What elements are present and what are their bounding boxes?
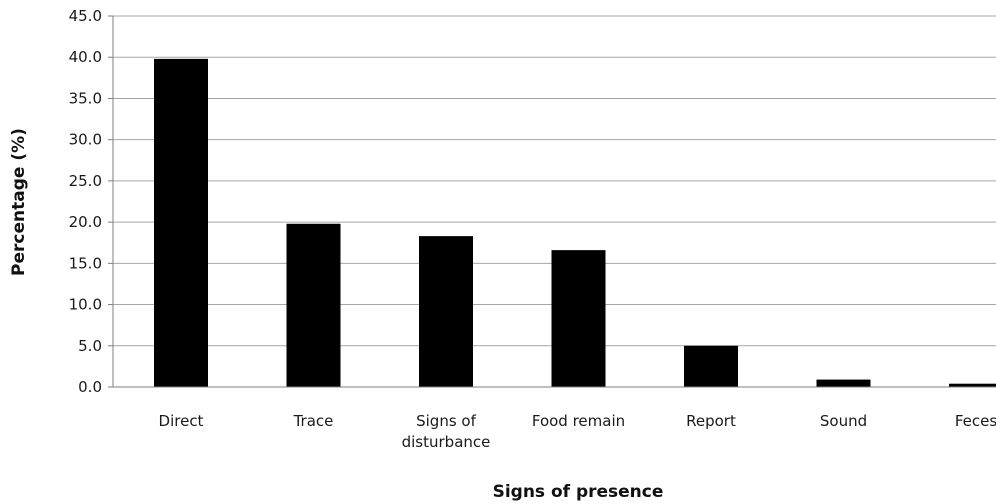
x-category-label-line: disturbance (402, 433, 491, 451)
bars (154, 58, 996, 387)
x-category-label: Direct (159, 412, 204, 430)
bar (684, 345, 738, 387)
y-tick-label: 5.0 (78, 337, 102, 355)
bar (286, 223, 341, 387)
x-category-label: Food remain (532, 412, 625, 430)
x-category-labels: Direct Trace Signs of disturbance Food remai… (159, 412, 996, 451)
x-axis-title: Signs of presence (493, 482, 664, 502)
bar (154, 58, 208, 387)
y-tick-label: 20.0 (69, 213, 102, 231)
y-tick-label: 10.0 (69, 296, 102, 314)
bar (816, 379, 871, 387)
y-tick-labels: 0.0 5.0 10.0 15.0 20.0 25.0 30.0 35.0 40.0 45.0 (69, 7, 113, 396)
x-category-label-line: Report (686, 412, 736, 430)
y-axis-title: Percentage (%) (9, 128, 29, 276)
x-category-label: Sound (820, 412, 867, 430)
x-category-label-line: Trace (293, 412, 334, 430)
y-tick-label: 25.0 (69, 172, 102, 190)
axes (112, 16, 996, 388)
y-tick-label: 0.0 (78, 378, 102, 396)
x-category-label-line: Sound (820, 412, 867, 430)
gridlines (113, 15, 996, 347)
x-category-label-line: Direct (159, 412, 204, 430)
x-category-label: Trace (293, 412, 334, 430)
x-category-label: Signs of disturbance (402, 412, 491, 451)
x-category-label: Feces (955, 412, 996, 430)
y-tick-label: 15.0 (69, 254, 102, 272)
bar (551, 250, 606, 387)
y-tick-label: 30.0 (69, 131, 102, 149)
bar (949, 383, 996, 387)
x-category-label-line: Feces (955, 412, 996, 430)
bar (419, 236, 473, 387)
y-tick-label: 35.0 (69, 89, 102, 107)
x-category-label: Report (686, 412, 736, 430)
x-category-label-line: Food remain (532, 412, 625, 430)
x-category-label-line: Signs of (416, 412, 476, 430)
y-tick-label: 45.0 (69, 7, 102, 25)
y-tick-label: 40.0 (69, 48, 102, 66)
